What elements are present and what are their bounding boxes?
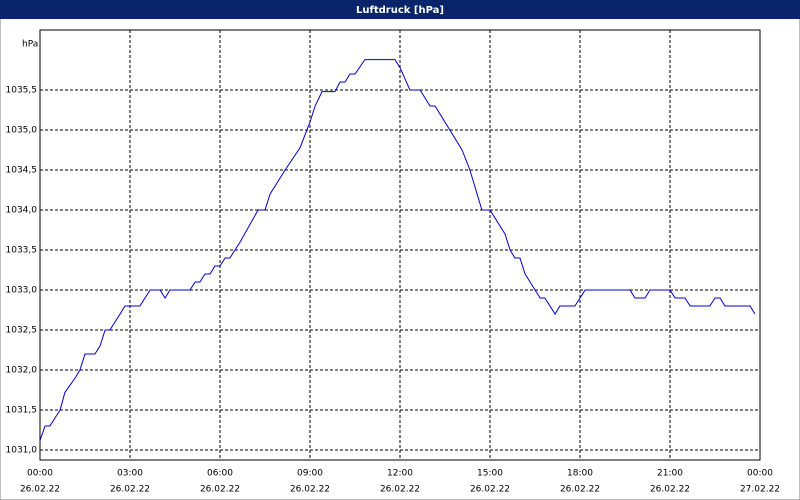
y-tick-label: 1035,0 xyxy=(6,126,38,136)
x-tick-label: 18:00 xyxy=(567,469,593,479)
y-axis-label: hPa xyxy=(22,40,38,50)
chart-title: Luftdruck [hPa] xyxy=(356,5,444,16)
x-tick-date: 26.02.22 xyxy=(110,485,150,495)
y-tick-label: 1033,5 xyxy=(6,246,38,256)
line-series xyxy=(39,59,756,441)
x-tick-label: 03:00 xyxy=(117,469,143,479)
y-tick-label: 1034,5 xyxy=(6,166,38,176)
y-tick-label: 1031,5 xyxy=(6,406,38,416)
x-tick-date: 26.02.22 xyxy=(560,485,600,495)
x-tick-label: 00:00 xyxy=(747,469,773,479)
x-tick-date: 26.02.22 xyxy=(20,485,60,495)
x-tick-date: 27.02.22 xyxy=(740,485,780,495)
x-tick-label: 12:00 xyxy=(387,469,413,479)
x-tick-date: 26.02.22 xyxy=(200,485,240,495)
y-tick-label: 1034,0 xyxy=(6,206,38,216)
x-tick-label: 00:00 xyxy=(27,469,53,479)
y-tick-label: 1032,0 xyxy=(6,366,38,376)
x-tick-date: 26.02.22 xyxy=(470,485,510,495)
title-bar xyxy=(0,0,800,19)
y-tick-label: 1031,0 xyxy=(6,446,38,456)
x-tick-label: 21:00 xyxy=(657,469,683,479)
y-tick-label: 1033,0 xyxy=(6,286,38,296)
x-tick-date: 26.02.22 xyxy=(290,485,330,495)
x-tick-label: 15:00 xyxy=(477,469,503,479)
x-tick-date: 26.02.22 xyxy=(650,485,690,495)
x-tick-label: 09:00 xyxy=(297,469,323,479)
y-tick-label: 1035,5 xyxy=(6,86,38,96)
x-tick-label: 06:00 xyxy=(207,469,233,479)
x-tick-date: 26.02.22 xyxy=(380,485,420,495)
y-tick-label: 1032,5 xyxy=(6,326,38,336)
